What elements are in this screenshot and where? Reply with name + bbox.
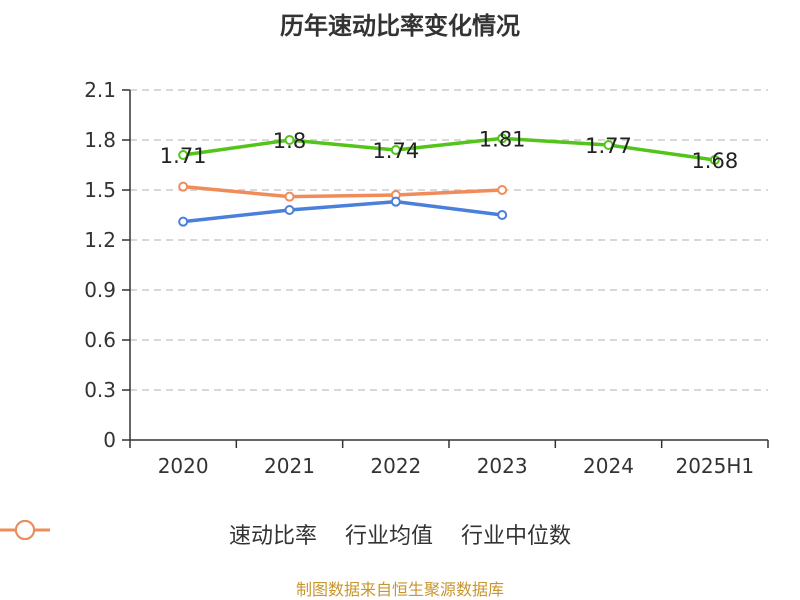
y-tick-label: 1.5: [84, 178, 116, 202]
data-point-series-1: [390, 145, 401, 155]
data-point-series-2: [284, 205, 295, 215]
data-point-series-3: [497, 185, 508, 195]
data-label: 1.77: [585, 134, 632, 158]
data-point-series-1: [603, 140, 614, 150]
series-line-2: [182, 199, 503, 224]
data-point-series-3: [178, 181, 189, 192]
data-point-series-2: [390, 196, 401, 207]
data-point-series-1: [709, 155, 720, 165]
data-label: 1.81: [479, 127, 526, 151]
legend-marker-series-3: [0, 520, 50, 540]
legend-item-series-3[interactable]: 行业中位数: [0, 518, 572, 550]
y-tick-label: 2.1: [84, 78, 116, 102]
chart-title: 历年速动比率变化情况: [280, 12, 520, 40]
data-point-series-3: [284, 191, 295, 202]
legend-label-series-1: 速动比率: [228, 524, 317, 549]
x-tick-label: 2021: [264, 454, 315, 478]
series-line-3: [183, 184, 503, 199]
x-tick-label: 2024: [583, 454, 634, 478]
data-point-series-1: [284, 135, 295, 145]
y-tick-label: 1.8: [84, 128, 116, 152]
y-tick-label: 0: [103, 428, 116, 452]
data-label: 1.71: [160, 144, 207, 168]
data-point-series-2: [497, 210, 508, 220]
legend-item-series-2[interactable]: 行业均值: [0, 518, 433, 550]
y-tick-label: 0.3: [84, 378, 116, 402]
data-label: 1.68: [691, 149, 738, 173]
x-tick-label: 2025H1: [675, 454, 754, 478]
data-label: 1.8: [273, 129, 306, 153]
x-tick-label: 2022: [370, 454, 421, 478]
legend-label-series-2: 行业均值: [344, 524, 433, 549]
data-label: 1.74: [372, 139, 419, 163]
legend-item-series-1[interactable]: 速动比率: [0, 518, 317, 550]
x-tick-label: 2020: [158, 454, 209, 478]
y-tick-label: 1.2: [84, 228, 116, 252]
data-point-series-2: [178, 216, 189, 227]
y-tick-label: 0.6: [84, 328, 116, 352]
x-tick-label: 2023: [477, 454, 528, 478]
data-point-series-1: [178, 150, 189, 160]
data-point-series-1: [497, 133, 508, 144]
series-line-1: [182, 136, 716, 162]
source-footer: 制图数据来自恒生聚源数据库: [295, 580, 504, 599]
legend: 速动比率 行业均值 行业中位数: [0, 518, 800, 550]
legend-label-series-3: 行业中位数: [461, 524, 572, 549]
y-tick-label: 0.9: [84, 278, 116, 302]
